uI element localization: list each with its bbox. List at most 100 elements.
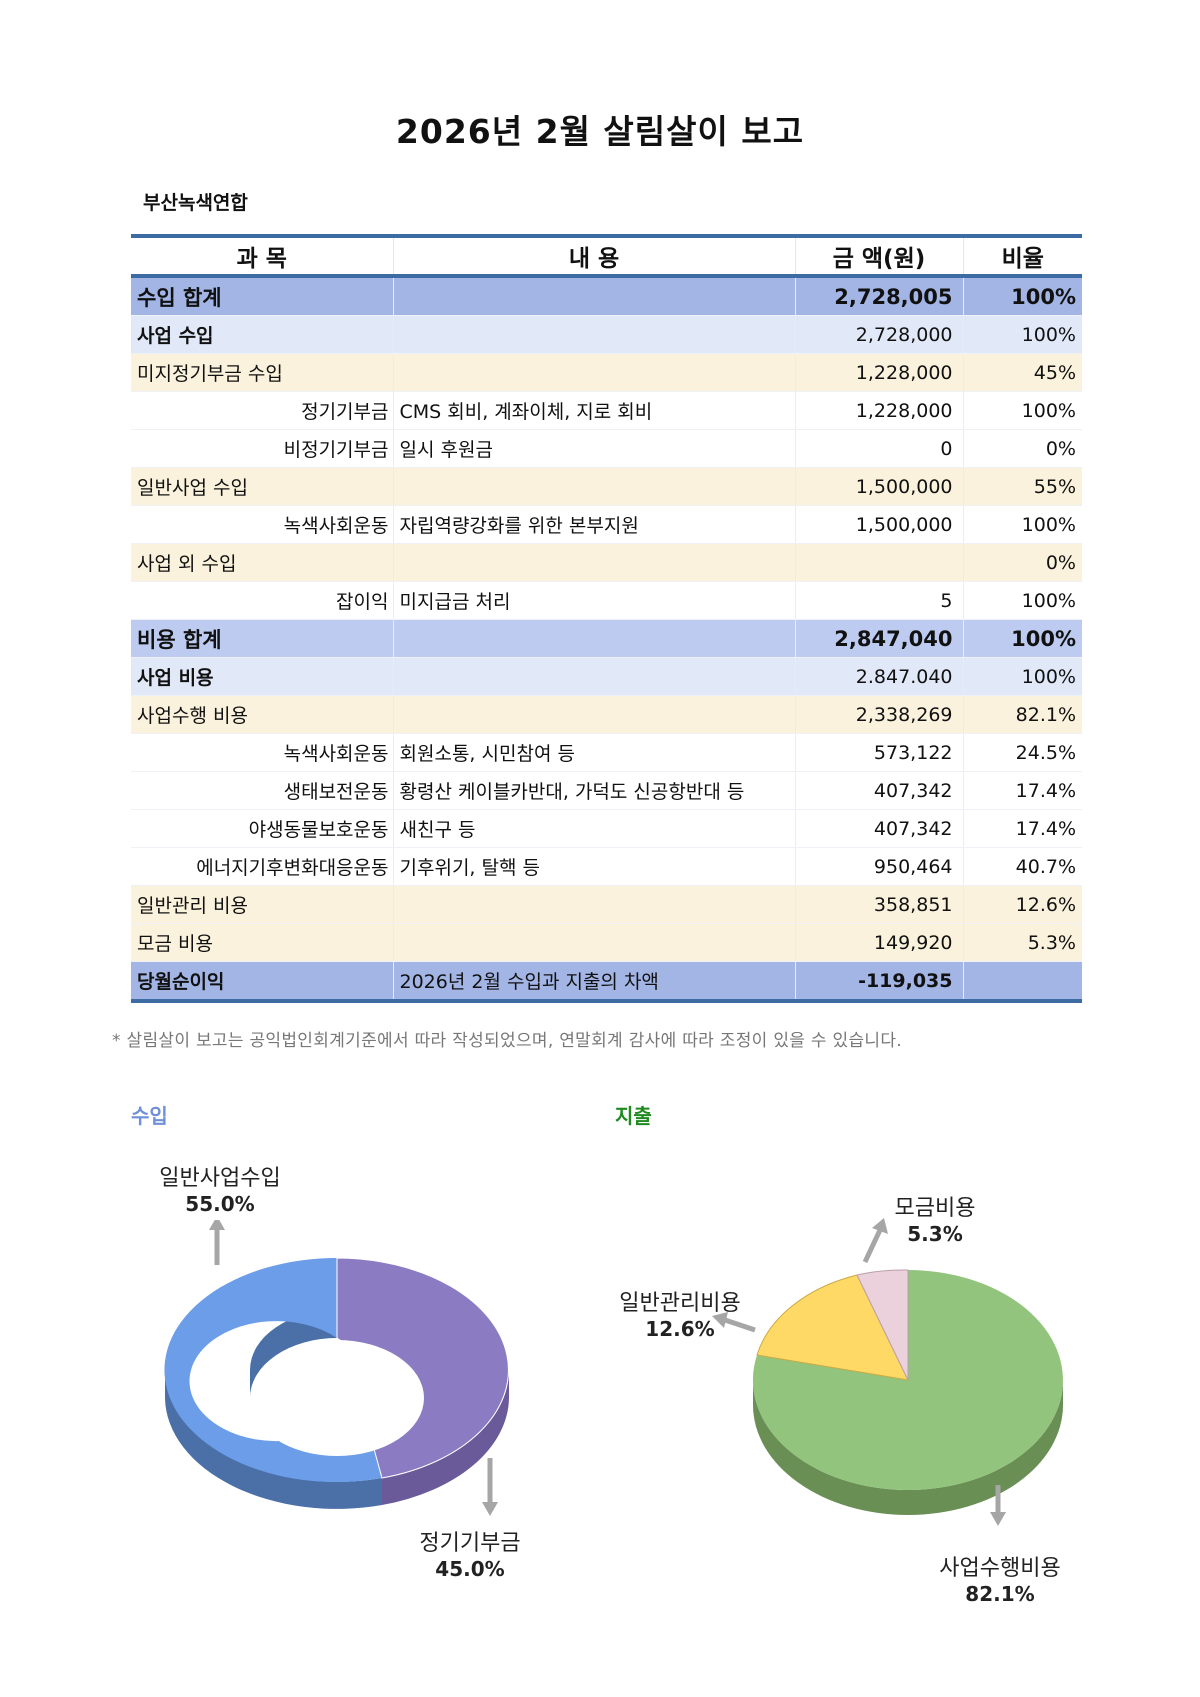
income-chart-title: 수입: [131, 1104, 168, 1128]
header-ratio: 비율: [962, 236, 1082, 276]
cell-subject: 에너지기후변화대응운동: [131, 847, 393, 886]
cell-subject: 녹색사회운동: [131, 505, 393, 544]
cell-subject: 일반사업 수입: [131, 467, 393, 506]
expense-chart-title: 지출: [615, 1104, 652, 1128]
cell-amount: 1,500,000: [794, 467, 963, 506]
cell-amount: 407,342: [794, 771, 963, 810]
table-row: 비용 합계 2,847,040 100%: [131, 619, 1082, 658]
table-row: 사업 비용 2.847.040 100%: [131, 657, 1082, 696]
cell-content: CMS 회비, 계좌이체, 지로 회비: [392, 391, 795, 430]
table-header-row: 과 목 내 용 금 액(원) 비율: [131, 236, 1082, 276]
cell-amount: 2,847,040: [794, 619, 963, 658]
cell-subject: 야생동물보호운동: [131, 809, 393, 848]
cell-content: [392, 657, 795, 696]
table-row: 비정기기부금 일시 후원금 0 0%: [131, 429, 1082, 468]
cell-subject: 사업 외 수입: [131, 543, 393, 582]
table-row: 정기기부금 CMS 회비, 계좌이체, 지로 회비 1,228,000 100%: [131, 391, 1082, 430]
cell-content: [392, 315, 795, 354]
table-row: 일반관리 비용 358,851 12.6%: [131, 885, 1082, 924]
table-row: 야생동물보호운동 새친구 등 407,342 17.4%: [131, 809, 1082, 848]
cell-amount: 1,500,000: [794, 505, 963, 544]
table-row: 녹색사회운동 회원소통, 시민참여 등 573,122 24.5%: [131, 733, 1082, 772]
cell-amount: 5: [794, 581, 963, 620]
cell-ratio: 82.1%: [962, 695, 1082, 734]
cell-content: 자립역량강화를 위한 본부지원: [392, 505, 795, 544]
header-amount: 금 액(원): [794, 236, 963, 276]
expense-pie-chart: [752, 1269, 1063, 1515]
expense-label-program: 사업수행비용 82.1%: [939, 1556, 1061, 1606]
cell-amount: 2,338,269: [794, 695, 963, 734]
table-row: 사업 외 수입 0%: [131, 543, 1082, 582]
cell-subject: 잡이익: [131, 581, 393, 620]
cell-amount: 1,228,000: [794, 353, 963, 392]
header-content: 내 용: [392, 236, 795, 276]
cell-subject: 정기기부금: [131, 391, 393, 430]
cell-content: 2026년 2월 수입과 지출의 차액: [392, 961, 795, 1002]
cell-ratio: 0%: [962, 429, 1082, 468]
cell-amount: 2.847.040: [794, 657, 963, 696]
cell-subject: 당월순이익: [131, 961, 393, 1002]
cell-content: [392, 276, 795, 316]
cell-content: [392, 543, 795, 582]
cell-ratio: 100%: [962, 657, 1082, 696]
cell-subject: 사업 수입: [131, 315, 393, 354]
cell-content: 회원소통, 시민참여 등: [392, 733, 795, 772]
cell-content: 새친구 등: [392, 809, 795, 848]
cell-ratio: 5.3%: [962, 923, 1082, 962]
income-label-general-business: 일반사업수입 55.0%: [159, 1166, 281, 1216]
cell-subject: 모금 비용: [131, 923, 393, 962]
cell-amount: 573,122: [794, 733, 963, 772]
income-label-regular-donation: 정기기부금 45.0%: [419, 1531, 521, 1581]
cell-ratio: 100%: [962, 581, 1082, 620]
cell-ratio: 24.5%: [962, 733, 1082, 772]
finance-report-table: 과 목 내 용 금 액(원) 비율 수입 합계 2,728,005 100% 사업 수…: [131, 234, 1082, 1003]
table-row: 잡이익 미지급금 처리 5 100%: [131, 581, 1082, 620]
income-donut-chart: [164, 1220, 509, 1516]
cell-ratio: 100%: [962, 315, 1082, 354]
expense-label-admin: 일반관리비용 12.6%: [619, 1291, 741, 1341]
cell-amount: 0: [794, 429, 963, 468]
cell-content: 일시 후원금: [392, 429, 795, 468]
cell-ratio: [962, 961, 1082, 1002]
page-title: 2026년 2월 살림살이 보고: [395, 112, 805, 151]
cell-amount: 1,228,000: [794, 391, 963, 430]
cell-content: [392, 353, 795, 392]
table-row: 사업 수입 2,728,000 100%: [131, 315, 1082, 354]
cell-content: [392, 695, 795, 734]
table-row: 에너지기후변화대응운동 기후위기, 탈핵 등 950,464 40.7%: [131, 847, 1082, 886]
table-row: 미지정기부금 수입 1,228,000 45%: [131, 353, 1082, 392]
cell-ratio: 17.4%: [962, 809, 1082, 848]
cell-subject: 비정기기부금: [131, 429, 393, 468]
cell-ratio: 40.7%: [962, 847, 1082, 886]
cell-content: [392, 619, 795, 658]
cell-subject: 비용 합계: [131, 619, 393, 658]
header-subject: 과 목: [236, 246, 287, 272]
table-row: 생태보전운동 황령산 케이블카반대, 가덕도 신공항반대 등 407,342 17.4…: [131, 771, 1082, 810]
cell-subject: 생태보전운동: [131, 771, 393, 810]
cell-amount: 149,920: [794, 923, 963, 962]
cell-content: 기후위기, 탈핵 등: [392, 847, 795, 886]
cell-subject: 사업 비용: [131, 657, 393, 696]
cell-amount: 407,342: [794, 809, 963, 848]
table-row: 사업수행 비용 2,338,269 82.1%: [131, 695, 1082, 734]
cell-content: [392, 885, 795, 924]
cell-ratio: 17.4%: [962, 771, 1082, 810]
expense-arrows: [712, 1218, 1006, 1526]
cell-amount: 2,728,005: [794, 276, 963, 316]
cell-amount: 950,464: [794, 847, 963, 886]
cell-subject: 사업수행 비용: [131, 695, 393, 734]
cell-ratio: 45%: [962, 353, 1082, 392]
cell-ratio: 12.6%: [962, 885, 1082, 924]
cell-amount: 2,728,000: [794, 315, 963, 354]
organization-name: 부산녹색연합: [143, 192, 248, 214]
cell-content: 미지급금 처리: [392, 581, 795, 620]
footnote: * 살림살이 보고는 공익법인회계기준에서 따라 작성되었으며, 연말회계 감사…: [112, 1031, 903, 1051]
cell-content: 황령산 케이블카반대, 가덕도 신공항반대 등: [392, 771, 795, 810]
cell-amount: 358,851: [794, 885, 963, 924]
cell-content: [392, 923, 795, 962]
cell-subject: 수입 합계: [131, 276, 393, 316]
cell-amount: [794, 543, 963, 582]
cell-ratio: 100%: [962, 619, 1082, 658]
table-row: 일반사업 수입 1,500,000 55%: [131, 467, 1082, 506]
cell-ratio: 100%: [962, 276, 1082, 316]
